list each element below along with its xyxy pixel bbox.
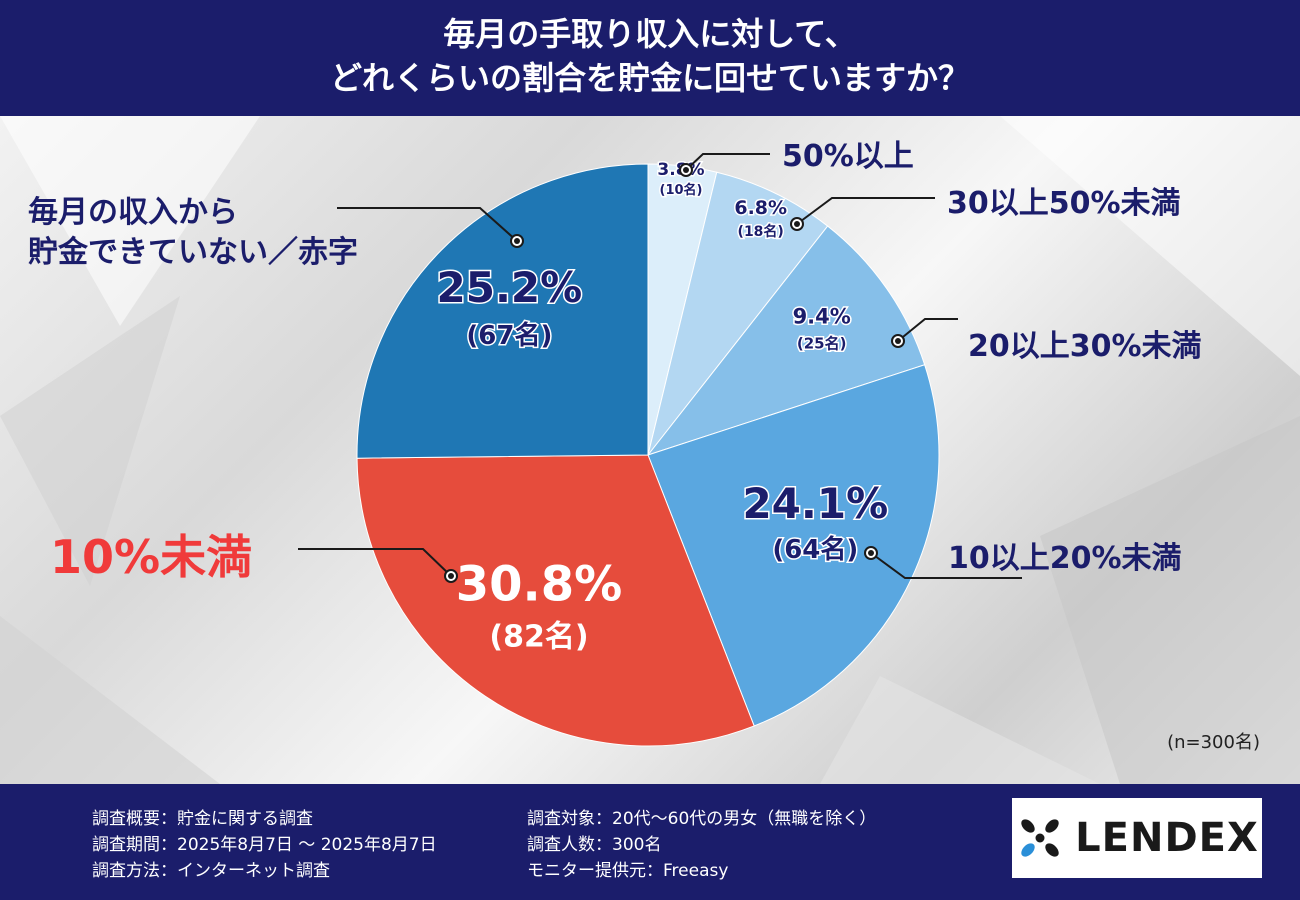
pie-slice-5	[356, 163, 649, 459]
survey-footer: 調査概要：貯金に関する調査 調査期間：2025年8月7日 〜 2025年8月7日…	[0, 784, 1300, 900]
pie-chart: 3.8%(10名)6.8%(18名)9.4%(25名)24.1%(64名)30.…	[28, 139, 1260, 753]
leader-line-4	[298, 548, 452, 577]
category-label-3: 10以上20%未満	[948, 541, 1182, 576]
leader-dot-center-5	[514, 238, 520, 244]
survey-target: 調査対象：20代〜60代の男女（無職を除く）	[527, 809, 877, 829]
leader-dot-center-2	[895, 338, 901, 344]
chart-area: 3.8%(10名)6.8%(18名)9.4%(25名)24.1%(64名)30.…	[0, 116, 1300, 784]
leader-line-2	[897, 318, 958, 342]
title-line-2: どれくらいの割合を貯金に回せていますか？	[329, 59, 970, 97]
survey-count: 調査人数：300名	[527, 835, 662, 855]
category-label-0: 50%以上	[782, 139, 914, 174]
title-banner: 毎月の手取り収入に対して、 どれくらいの割合を貯金に回せていますか？	[0, 0, 1300, 116]
slice-count-label-4: (82名)	[489, 620, 588, 655]
survey-provider: モニター提供元：Freeasy	[527, 861, 729, 881]
slice-count-label-3: (64名)	[772, 534, 858, 565]
survey-summary: 調査概要：貯金に関する調査	[92, 809, 313, 829]
slice-count-label-5: (67名)	[466, 320, 552, 351]
leader-line-0	[685, 153, 770, 171]
slice-value-label-4: 30.8%	[456, 557, 623, 613]
pie-slice-4	[356, 454, 755, 747]
survey-info-right: 調査対象：20代〜60代の男女（無職を除く） 調査人数：300名 モニター提供元…	[527, 806, 876, 884]
slice-value-label-2: 9.4%	[793, 305, 851, 329]
survey-method: 調査方法：インターネット調査	[92, 861, 330, 881]
lendex-logo-icon	[1021, 819, 1059, 857]
leader-dot-center-0	[683, 167, 689, 173]
category-label-5: 毎月の収入から貯金できていない／赤字	[28, 195, 358, 270]
sample-size-note: (n=300名)	[1167, 732, 1260, 753]
pie-slice-3	[647, 364, 940, 727]
pie-slice-2	[646, 225, 926, 456]
slice-count-label-2: (25名)	[797, 335, 847, 353]
slice-count-label-0: (10名)	[660, 182, 703, 198]
pie-slice-1	[647, 171, 829, 456]
slice-value-label-1: 6.8%	[734, 197, 787, 219]
lendex-logo: LENDEX	[1012, 798, 1262, 878]
survey-info-left: 調査概要：貯金に関する調査 調査期間：2025年8月7日 〜 2025年8月7日…	[92, 806, 437, 884]
survey-period: 調査期間：2025年8月7日 〜 2025年8月7日	[92, 835, 437, 855]
category-label-2: 20以上30%未満	[968, 329, 1202, 364]
category-label-4: 10%未満	[50, 530, 252, 584]
background-facets	[0, 116, 1300, 784]
leader-dot-center-4	[448, 573, 454, 579]
lendex-logo-text: LENDEX	[1075, 815, 1259, 861]
leader-dot-center-1	[794, 221, 800, 227]
category-label-1: 30以上50%未満	[947, 186, 1181, 221]
slice-value-label-5: 25.2%	[437, 263, 583, 312]
leader-line-5	[337, 207, 518, 242]
slice-value-label-3: 24.1%	[742, 479, 888, 528]
leader-line-1	[796, 197, 935, 225]
leader-dot-center-3	[868, 550, 874, 556]
title-line-1: 毎月の手取り収入に対して、	[443, 15, 857, 53]
leader-line-3	[870, 552, 1022, 579]
slice-count-label-1: (18名)	[738, 223, 784, 240]
